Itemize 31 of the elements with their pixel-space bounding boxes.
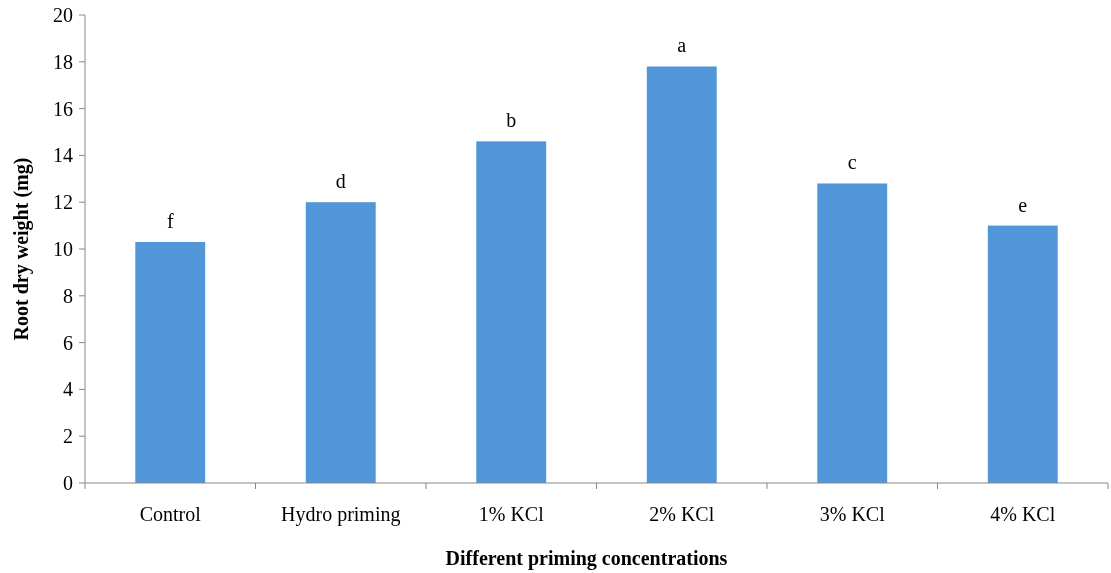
bar xyxy=(817,183,888,483)
y-tick-label: 4 xyxy=(63,378,73,401)
x-tick-label: 2% KCl xyxy=(649,503,715,525)
bar xyxy=(135,241,206,483)
y-tick-label: 10 xyxy=(53,238,73,260)
y-tick-label: 20 xyxy=(53,4,73,26)
annotation: f xyxy=(166,209,174,232)
annotation: e xyxy=(1018,193,1028,216)
x-axis-title: Different priming concentrations xyxy=(445,547,728,570)
y-axis-title: Root dry weight (mg) xyxy=(10,157,33,341)
x-tick-label: Hydro priming xyxy=(281,503,401,526)
x-tick-label: 1% KCl xyxy=(478,503,545,525)
bar xyxy=(476,141,547,483)
bar xyxy=(646,66,717,483)
y-tick-label: 6 xyxy=(63,331,73,354)
annotation: c xyxy=(847,151,857,174)
y-tick-label: 8 xyxy=(63,284,73,307)
annotation: d xyxy=(335,170,346,193)
x-tick-label: 3% KCl xyxy=(819,503,886,525)
y-tick-label: 0 xyxy=(63,472,73,494)
bar xyxy=(305,202,376,483)
y-tick-label: 12 xyxy=(53,191,73,214)
y-tick-label: 14 xyxy=(53,144,73,167)
y-tick-label: 18 xyxy=(53,50,73,73)
annotation: b xyxy=(506,109,517,132)
bar xyxy=(987,225,1058,483)
y-tick-label: 2 xyxy=(63,425,73,448)
x-tick-label: 4% KCl xyxy=(990,503,1056,525)
x-tick-label: Control xyxy=(139,503,202,525)
annotation: a xyxy=(677,34,687,57)
y-tick-label: 16 xyxy=(53,97,73,120)
